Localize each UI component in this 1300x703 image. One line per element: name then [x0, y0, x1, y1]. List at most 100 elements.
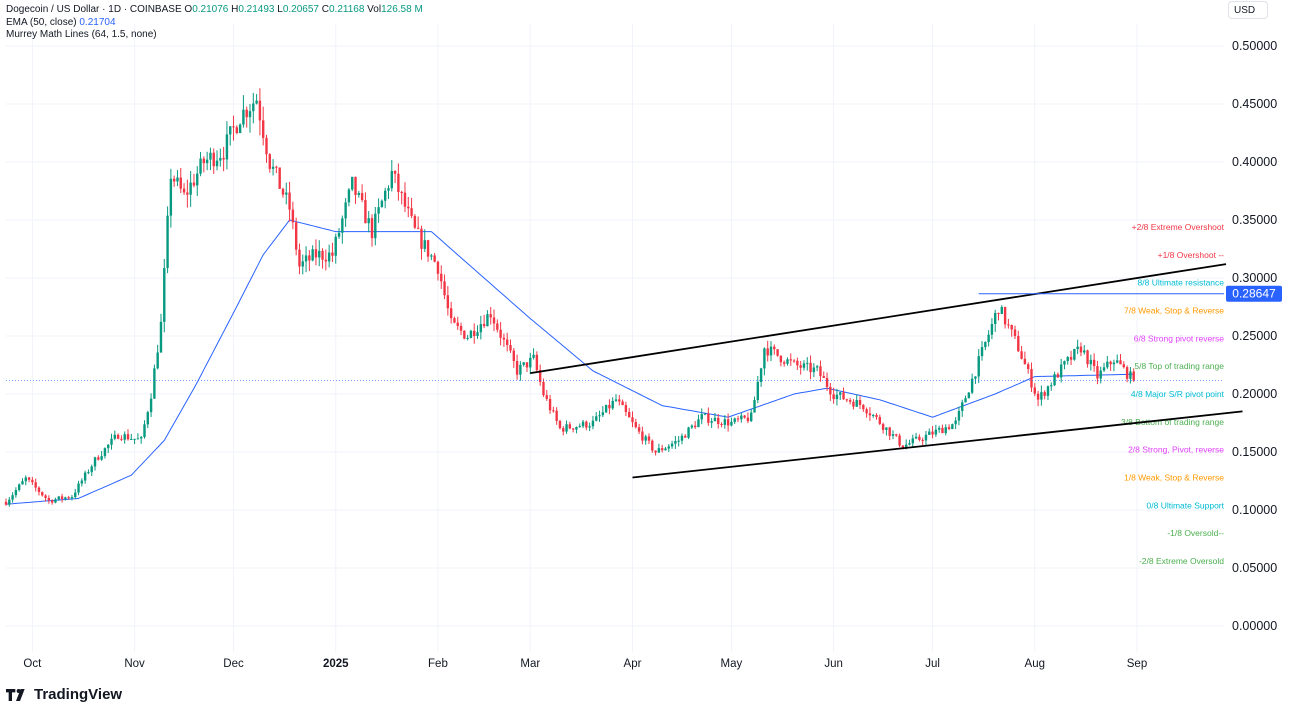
candle-body[interactable] — [449, 308, 453, 319]
candle-body[interactable] — [87, 472, 90, 474]
candle-body[interactable] — [11, 495, 14, 500]
candle-body[interactable] — [591, 420, 595, 427]
candle-body[interactable] — [107, 444, 110, 449]
candle-body[interactable] — [713, 417, 717, 422]
candle-body[interactable] — [822, 376, 825, 378]
candle-body[interactable] — [756, 381, 760, 401]
candle-body[interactable] — [209, 152, 212, 160]
candle-body[interactable] — [383, 190, 387, 201]
candle-body[interactable] — [179, 177, 182, 189]
candle-body[interactable] — [967, 392, 971, 399]
candle-body[interactable] — [1013, 329, 1017, 337]
candle-body[interactable] — [393, 170, 397, 174]
candle-body[interactable] — [809, 362, 812, 373]
candle-body[interactable] — [182, 188, 186, 193]
candle-body[interactable] — [819, 366, 822, 377]
candle-body[interactable] — [1125, 367, 1129, 379]
candle-body[interactable] — [684, 435, 687, 438]
candlestick-series[interactable] — [4, 88, 1135, 507]
candle-body[interactable] — [555, 410, 558, 421]
candle-body[interactable] — [753, 400, 756, 413]
candle-body[interactable] — [321, 250, 324, 260]
candle-body[interactable] — [970, 378, 974, 393]
candle-body[interactable] — [1033, 387, 1036, 394]
candle-body[interactable] — [1069, 357, 1073, 360]
candle-body[interactable] — [575, 427, 578, 430]
candle-body[interactable] — [275, 166, 278, 168]
candle-body[interactable] — [525, 362, 529, 368]
candle-body[interactable] — [482, 324, 486, 327]
candle-body[interactable] — [1089, 359, 1093, 365]
candle-body[interactable] — [766, 348, 769, 356]
candle-body[interactable] — [403, 192, 407, 207]
candle-body[interactable] — [792, 360, 796, 362]
candle-body[interactable] — [60, 496, 64, 499]
candle-body[interactable] — [1043, 392, 1046, 396]
candle-body[interactable] — [677, 440, 680, 442]
candle-body[interactable] — [1086, 350, 1089, 365]
candle-body[interactable] — [400, 192, 403, 194]
candle-body[interactable] — [120, 438, 123, 440]
candle-body[interactable] — [1083, 350, 1086, 353]
candle-body[interactable] — [637, 427, 641, 432]
candle-body[interactable] — [980, 347, 984, 357]
candle-body[interactable] — [1073, 349, 1076, 360]
candle-body[interactable] — [146, 412, 149, 425]
candle-body[interactable] — [937, 427, 941, 430]
candle-body[interactable] — [812, 367, 816, 373]
candle-body[interactable] — [314, 249, 318, 258]
symbol-title[interactable]: Dogecoin / US Dollar · 1D · COINBASE — [6, 4, 182, 15]
candle-body[interactable] — [367, 218, 370, 224]
candle-body[interactable] — [509, 345, 512, 351]
candle-body[interactable] — [354, 176, 357, 195]
candle-body[interactable] — [506, 339, 509, 346]
candle-body[interactable] — [433, 255, 436, 262]
candle-body[interactable] — [1096, 366, 1099, 379]
candle-body[interactable] — [703, 413, 707, 415]
candle-body[interactable] — [779, 355, 783, 363]
candle-body[interactable] — [974, 376, 977, 379]
candle-body[interactable] — [199, 158, 202, 174]
candle-body[interactable] — [759, 368, 763, 382]
candle-body[interactable] — [611, 400, 614, 409]
candle-body[interactable] — [934, 429, 938, 435]
candle-body[interactable] — [628, 412, 631, 418]
candle-body[interactable] — [736, 418, 740, 420]
candle-body[interactable] — [93, 457, 97, 467]
candle-body[interactable] — [426, 240, 430, 257]
candle-body[interactable] — [1063, 361, 1066, 365]
candle-body[interactable] — [225, 134, 229, 160]
candle-body[interactable] — [690, 425, 694, 428]
candle-body[interactable] — [215, 160, 219, 167]
candle-body[interactable] — [515, 361, 519, 375]
candle-body[interactable] — [196, 173, 199, 186]
candle-body[interactable] — [1079, 346, 1083, 353]
candle-body[interactable] — [964, 398, 967, 403]
candle-body[interactable] — [885, 427, 888, 430]
candle-body[interactable] — [558, 420, 562, 429]
candle-body[interactable] — [674, 441, 677, 444]
candle-body[interactable] — [614, 399, 618, 401]
candle-body[interactable] — [1010, 324, 1013, 330]
candle-body[interactable] — [222, 157, 225, 160]
candle-body[interactable] — [908, 443, 911, 445]
candle-body[interactable] — [50, 500, 54, 503]
candle-body[interactable] — [110, 438, 113, 445]
candle-body[interactable] — [746, 417, 750, 422]
candle-body[interactable] — [667, 446, 670, 449]
candle-body[interactable] — [924, 434, 928, 441]
candle-body[interactable] — [763, 348, 766, 369]
candle-body[interactable] — [1122, 364, 1126, 368]
candle-body[interactable] — [235, 127, 239, 134]
candle-body[interactable] — [153, 368, 156, 399]
candle-body[interactable] — [172, 178, 176, 182]
candle-body[interactable] — [769, 346, 773, 356]
candle-body[interactable] — [77, 483, 80, 493]
candle-body[interactable] — [598, 415, 601, 417]
candle-body[interactable] — [641, 431, 644, 441]
candle-body[interactable] — [552, 410, 555, 412]
candle-body[interactable] — [657, 448, 661, 453]
candle-body[interactable] — [192, 182, 196, 186]
candle-body[interactable] — [202, 158, 206, 164]
candle-body[interactable] — [700, 414, 703, 420]
